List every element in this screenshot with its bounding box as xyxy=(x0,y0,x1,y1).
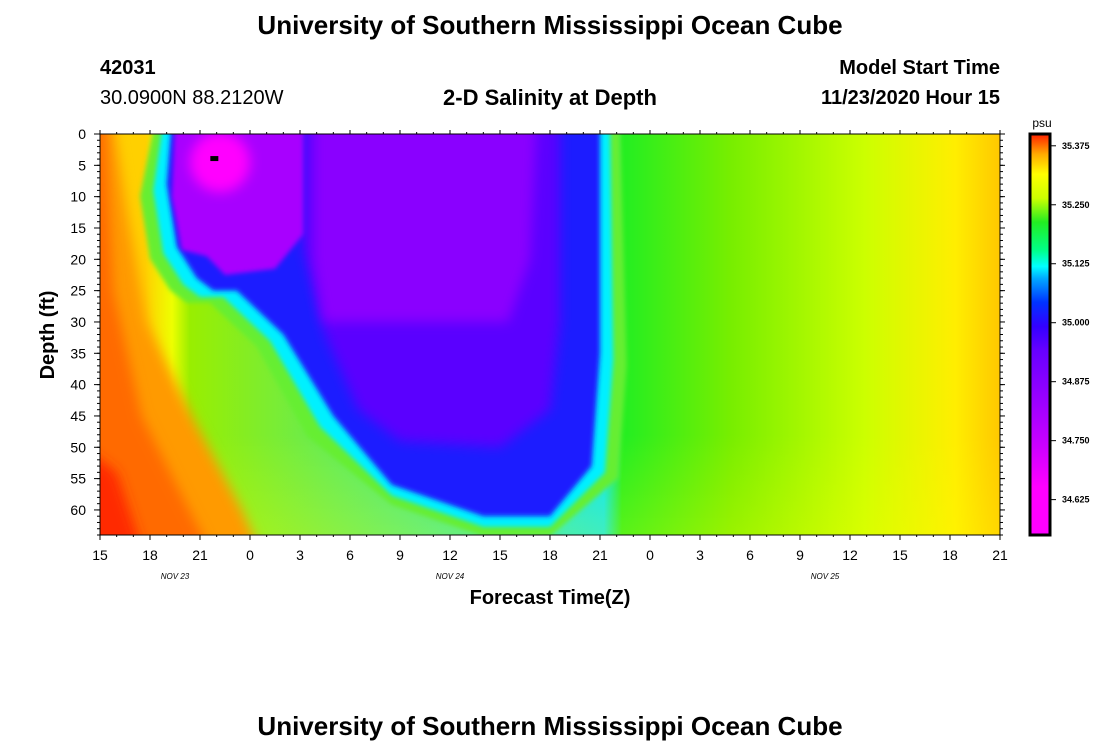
y-tick-label: 40 xyxy=(70,377,86,393)
colorbar-tick-label: 35.250 xyxy=(1062,200,1090,210)
station-depth-marker xyxy=(210,156,219,162)
x-tick-label: 21 xyxy=(192,547,208,563)
y-tick-label: 35 xyxy=(70,345,86,361)
y-tick-label: 25 xyxy=(70,283,86,299)
model-start-label: Model Start Time xyxy=(839,57,1000,79)
colorbar-tick-label: 35.125 xyxy=(1062,259,1090,269)
x-tick-label: 18 xyxy=(542,547,558,563)
colorbar-tick-label: 35.000 xyxy=(1062,318,1090,328)
x-tick-label: 3 xyxy=(296,547,304,563)
x-tick-label: 21 xyxy=(592,547,608,563)
model-start-value: 11/23/2020 Hour 15 xyxy=(820,87,1000,109)
x-tick-label: 18 xyxy=(142,547,158,563)
x-tick-label: 15 xyxy=(492,547,508,563)
x-tick-label: 9 xyxy=(396,547,404,563)
x-tick-label: 15 xyxy=(892,547,908,563)
y-tick-label: 5 xyxy=(78,157,86,173)
colorbar-tick-label: 34.875 xyxy=(1062,377,1090,387)
colorbar-ramp xyxy=(1028,132,1052,537)
y-tick-label: 20 xyxy=(70,251,86,267)
footer-title: University of Southern Mississippi Ocean… xyxy=(257,711,843,741)
y-tick-label: 55 xyxy=(70,471,86,487)
plot-area xyxy=(100,134,1000,535)
y-tick-label: 45 xyxy=(70,408,86,424)
station-id: 42031 xyxy=(100,57,156,79)
x-tick-label: 12 xyxy=(842,547,858,563)
x-tick-label: 0 xyxy=(646,547,654,563)
station-coordinates: 30.0900N 88.2120W xyxy=(100,87,284,109)
saline-wedge-corner xyxy=(100,459,138,535)
date-label: NOV 24 xyxy=(436,572,465,581)
x-tick-label: 21 xyxy=(992,547,1008,563)
colorbar-tick-label: 34.750 xyxy=(1062,436,1090,446)
colorbar-tick-label: 35.375 xyxy=(1062,141,1090,151)
page-title: University of Southern Mississippi Ocean… xyxy=(257,10,843,40)
x-tick-label: 15 xyxy=(92,547,108,563)
y-tick-label: 50 xyxy=(70,439,86,455)
colorbar-ticks: 35.375 35.250 35.125 35.000 34.875 34.750 34.6… xyxy=(1050,141,1090,505)
x-tick-label: 6 xyxy=(346,547,354,563)
y-tick-label: 0 xyxy=(78,126,86,142)
date-label: NOV 25 xyxy=(811,572,840,581)
y-tick-label: 30 xyxy=(70,314,86,330)
x-tick-label: 18 xyxy=(942,547,958,563)
fresh-interior-violet xyxy=(313,134,537,322)
y-axis-label: Depth (ft) xyxy=(37,291,59,380)
x-tick-label: 3 xyxy=(696,547,704,563)
x-axis-label: Forecast Time(Z) xyxy=(470,587,631,609)
x-tick-label: 9 xyxy=(796,547,804,563)
x-tick-label: 0 xyxy=(246,547,254,563)
fresh-lens-magenta xyxy=(190,134,250,193)
x-tick-label: 12 xyxy=(442,547,458,563)
x-tick-label: 6 xyxy=(746,547,754,563)
salinity-fields xyxy=(100,134,627,535)
plot-title: 2-D Salinity at Depth xyxy=(443,85,657,110)
y-tick-label: 15 xyxy=(70,220,86,236)
y-tick-label: 60 xyxy=(70,502,86,518)
date-label: NOV 23 xyxy=(161,572,190,581)
saline-wedge-inner xyxy=(100,134,202,535)
colorbar: psu 35.375 35.250 35.125 35.000 34.875 34.750… xyxy=(1028,116,1090,537)
colorbar-unit: psu xyxy=(1032,116,1051,130)
y-tick-label: 10 xyxy=(70,189,86,205)
colorbar-tick-label: 34.625 xyxy=(1062,495,1090,505)
